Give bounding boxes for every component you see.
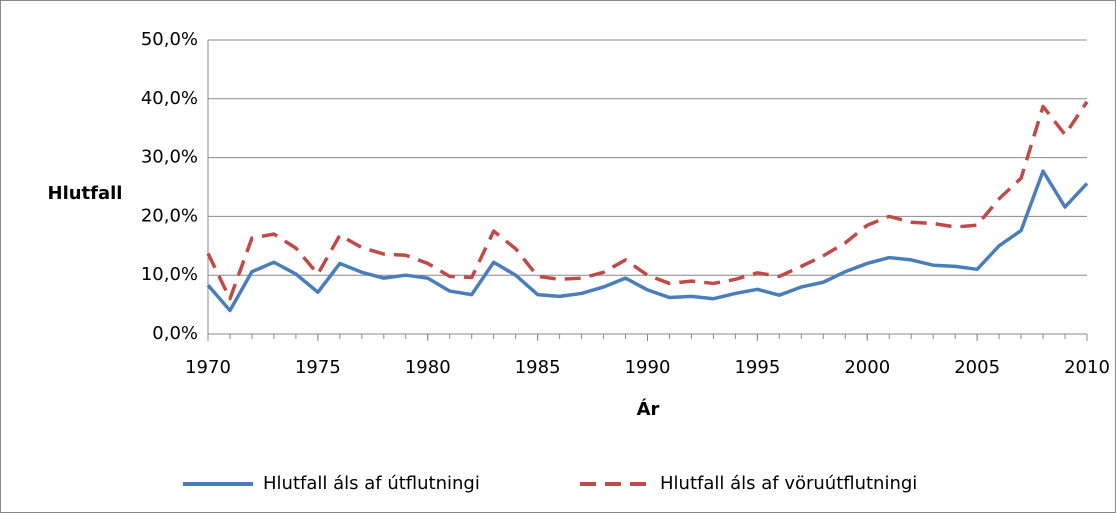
y-tick-label: 30,0%: [141, 147, 198, 168]
x-axis-title: Ár: [637, 398, 660, 420]
legend-label: Hlutfall áls af vöruútflutningi: [660, 473, 917, 494]
x-tick-label: 1995: [734, 357, 780, 378]
x-tick-label: 2010: [1064, 357, 1110, 378]
data-line: [206, 100, 1089, 301]
y-tick-label: 50,0%: [141, 29, 198, 50]
y-tick-label: 0,0%: [152, 323, 198, 344]
x-tick-label: 2005: [954, 357, 1000, 378]
x-tick-label: 1975: [295, 357, 341, 378]
y-tick-label: 10,0%: [141, 264, 198, 285]
y-tick-label: 20,0%: [141, 205, 198, 226]
legend-label: Hlutfall áls af útflutningi: [263, 473, 480, 494]
y-tick-label: 40,0%: [141, 88, 198, 109]
x-tick-label: 1970: [185, 357, 231, 378]
x-tick-label: 1985: [515, 357, 561, 378]
x-tick-label: 1980: [405, 357, 451, 378]
data-line: [206, 169, 1089, 313]
x-tick-label: 1990: [625, 357, 671, 378]
y-axis-title: Hlutfall: [48, 183, 123, 204]
x-tick-label: 2000: [844, 357, 890, 378]
